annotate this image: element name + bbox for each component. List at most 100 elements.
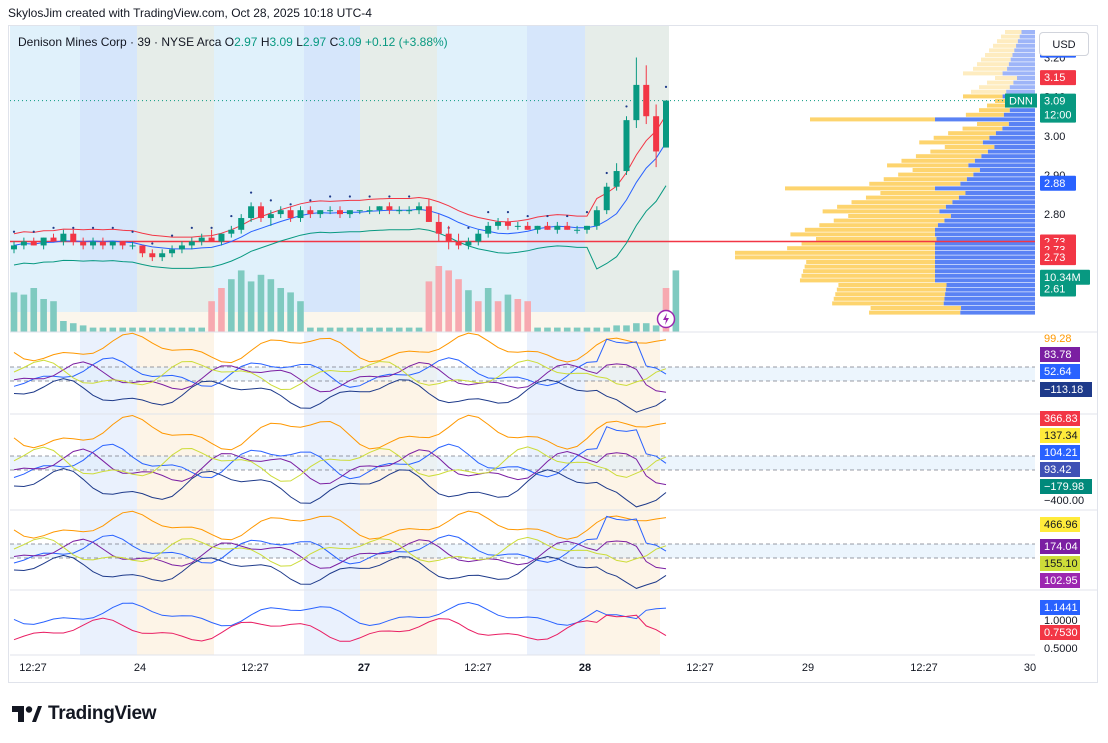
volume-profile-bar (935, 246, 1035, 251)
candle-body (376, 206, 383, 211)
volume-profile-bar (979, 108, 1010, 113)
volume-bar (672, 270, 680, 332)
legend-symbol: Denison Mines Corp · 39 · NYSE Arca (18, 35, 222, 49)
volume-profile-bar (961, 306, 1035, 310)
volume-profile-bar (836, 287, 946, 292)
volume-bar (178, 327, 186, 332)
volume-profile-bar (1009, 85, 1035, 90)
volume-profile-bar (1002, 126, 1035, 131)
pane-axis-label-text: 52.64 (1044, 366, 1072, 378)
volume-bar (484, 288, 492, 332)
sar-dot (546, 214, 549, 218)
volume-bar (237, 270, 245, 332)
candle-body (109, 241, 116, 246)
volume-bar (623, 325, 630, 332)
sar-dot (664, 85, 668, 88)
volume-bar (524, 301, 531, 332)
volume-profile-bar (993, 43, 1017, 48)
price-axis-label (1040, 269, 1090, 285)
pane-axis-label-text: 0.5000 (1044, 643, 1078, 655)
tradingview-logo[interactable]: TradingView (12, 702, 157, 726)
candle-body (188, 241, 195, 246)
currency-button[interactable]: USD (1039, 32, 1089, 56)
sar-dot (368, 195, 371, 198)
candle-body (149, 253, 156, 258)
volume-profile-bar (935, 250, 1035, 255)
volume-profile-bar (1017, 76, 1035, 80)
volume-bar (544, 327, 551, 332)
indicator-line (13, 538, 667, 570)
candle-body (603, 186, 610, 211)
indicator-line (13, 601, 667, 627)
sar-dot (388, 195, 391, 198)
volume-profile-bar (822, 209, 940, 214)
sar-dot (72, 226, 75, 229)
volume-bar (277, 288, 285, 332)
volume-bar (593, 327, 601, 332)
volume-profile-bar (935, 278, 1035, 283)
envelope-upper (13, 114, 667, 238)
candle-body (445, 233, 452, 242)
session-band (137, 26, 214, 312)
candle-body (20, 241, 27, 246)
candle-body (238, 218, 245, 230)
volume-bar (425, 281, 433, 332)
symbol-legend[interactable]: Denison Mines Corp · 39 · NYSE Arca O2.9… (18, 35, 448, 49)
price-axis-label (1040, 281, 1076, 297)
time-tick-label: 12:27 (19, 662, 47, 674)
price-axis-label-text: 10.34M (1044, 272, 1081, 284)
volume-profile-bar (981, 154, 1035, 159)
candle-body (366, 210, 373, 212)
pane-band (10, 544, 1035, 558)
candle-body (327, 210, 334, 212)
pane-axis-label-text: 102.95 (1044, 575, 1078, 587)
sar-dot (585, 211, 589, 214)
pane-axis-label-text: −179.98 (1044, 481, 1084, 493)
volume-bar (139, 327, 146, 332)
pane-axis-label-text: 1.0000 (1044, 615, 1078, 627)
volume-profile-bar (816, 237, 937, 241)
price-axis-label-text: 2.88 (1044, 178, 1065, 190)
lightning-icon[interactable] (656, 309, 676, 329)
candle-body (465, 241, 472, 246)
volume-profile-bar (987, 80, 1014, 85)
sar-dot (506, 211, 510, 214)
volume-profile-bar (945, 287, 1035, 292)
sar-dot (170, 234, 174, 237)
volume-profile-bar (944, 296, 1035, 301)
candle-body (257, 206, 264, 219)
indicator-line (13, 515, 667, 565)
sar-dot (91, 226, 95, 229)
pane-axis-label (1040, 556, 1080, 571)
sar-dot (309, 199, 312, 202)
volume-bar (316, 327, 324, 332)
pane-axis-label-text: 137.34 (1044, 430, 1078, 442)
volume-bar (652, 325, 660, 332)
volume-profile-bar (935, 255, 1035, 260)
indicator-band (360, 332, 437, 655)
candle-body (267, 214, 274, 219)
volume-profile-bar (971, 89, 1007, 94)
volume-bar (158, 327, 166, 332)
candle-body (60, 233, 67, 242)
pane-band (10, 456, 1035, 470)
time-tick-label: 30 (1024, 662, 1036, 674)
pane-axis-label-text: −113.18 (1044, 384, 1083, 396)
legend-low: 2.97 (302, 35, 327, 49)
volume-profile-bar (833, 296, 945, 301)
volume-profile-bar (835, 292, 946, 297)
pane-axis-label-text: 99.28 (1044, 333, 1072, 345)
volume-bar (336, 327, 344, 332)
volume-profile-bar (1009, 108, 1035, 113)
volume-profile-bar (787, 246, 935, 251)
symbol-badge (1005, 93, 1037, 108)
volume-bar (356, 327, 364, 332)
volume-bar (10, 292, 18, 332)
volume-bar (642, 323, 650, 332)
volume-profile-bar (1019, 34, 1035, 39)
session-band (360, 26, 437, 312)
session-band (437, 26, 527, 312)
sar-dot (487, 211, 490, 214)
candle-body (396, 210, 403, 212)
